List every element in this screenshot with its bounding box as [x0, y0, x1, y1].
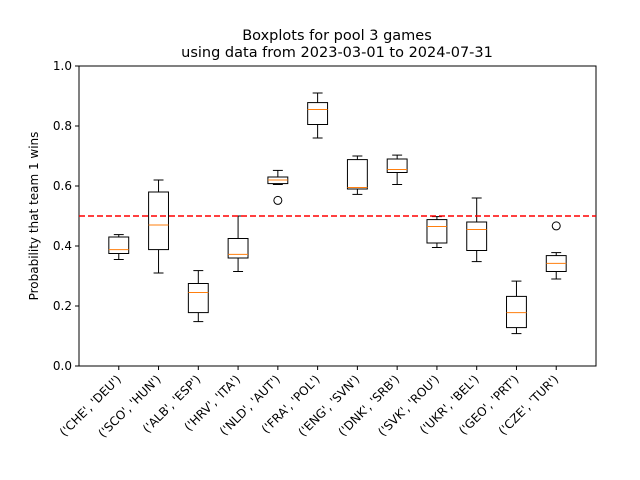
- y-axis-label: Probability that team 1 wins: [27, 132, 41, 301]
- box-iqr: [307, 102, 329, 125]
- y-tick-label: 0.2: [53, 299, 72, 313]
- box-iqr: [148, 191, 169, 251]
- chart-title-line-2: using data from 2023-03-01 to 2024-07-31: [181, 45, 493, 61]
- box-iqr: [426, 219, 448, 244]
- box-iqr: [506, 295, 527, 329]
- box-iqr: [187, 283, 209, 314]
- outlier-point: [273, 195, 283, 205]
- box-iqr: [108, 236, 130, 254]
- y-tick-label: 0.8: [53, 119, 72, 133]
- y-tick-label: 0.4: [53, 239, 72, 253]
- outlier-point: [551, 221, 561, 231]
- box-iqr: [466, 221, 488, 251]
- y-tick-label: 0.0: [53, 359, 72, 373]
- y-tick-label: 1.0: [53, 59, 72, 73]
- box-iqr: [227, 238, 249, 259]
- y-tick-label: 0.6: [53, 179, 72, 193]
- box-iqr: [346, 159, 368, 190]
- box-iqr: [386, 158, 408, 173]
- chart-title-line-1: Boxplots for pool 3 games: [242, 28, 432, 44]
